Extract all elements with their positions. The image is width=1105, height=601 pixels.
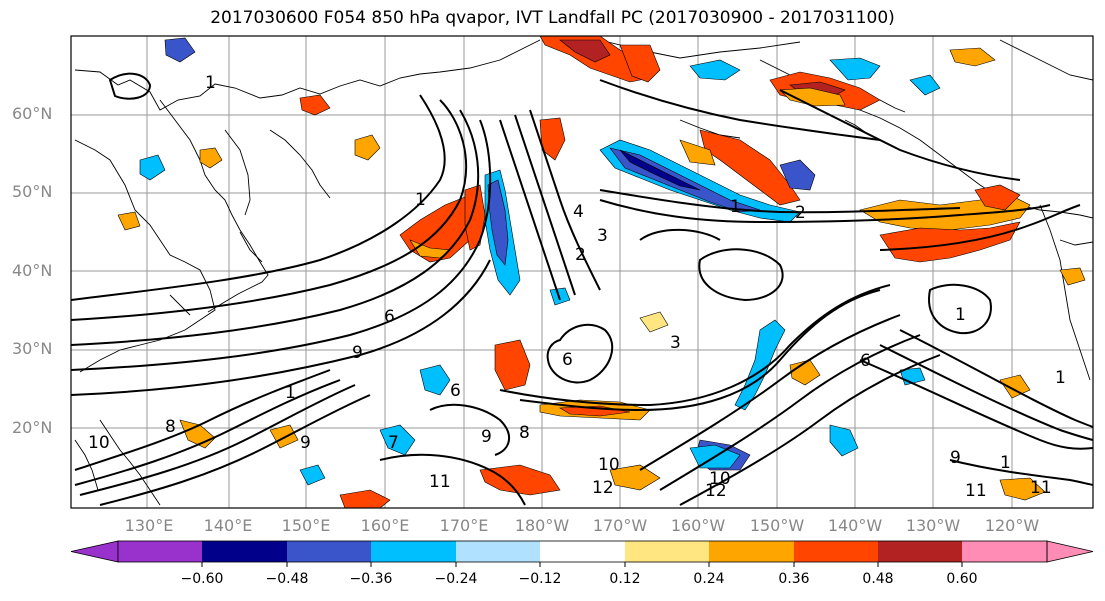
colorbar-arrow-high [1046,540,1094,563]
colorbar-segment [962,541,1047,562]
contour-label: 12 [592,478,614,498]
colorbar-tick: −0.12 [518,571,562,587]
contour-label: 1 [1055,368,1066,388]
contour-label: 9 [950,448,961,468]
contour-label: 6 [450,381,461,401]
contour-label: 1 [730,197,741,217]
contour-label: 1 [415,190,426,210]
colorbar-tick: −0.60 [180,571,224,587]
contour-label: 3 [670,333,681,353]
colorbar-outline [117,540,1048,563]
lon-label-140e: 140°E [203,516,253,535]
contour-label: 3 [597,226,608,246]
lat-label-40n: 40°N [12,261,53,280]
contour-label: 11 [965,481,987,501]
colorbar-segment [878,541,962,562]
colorbar-segment [794,541,878,562]
lon-label-170w: 170°W [592,516,648,535]
contour-label: 2 [575,245,586,265]
contour-label: 12 [705,481,727,501]
colorbar-tick: −0.24 [434,571,478,587]
contour-label: 10 [709,469,731,489]
lon-label-150w: 150°W [749,516,805,535]
graticule [71,36,1093,508]
lon-label-120w: 120°W [984,516,1040,535]
colorbar-segment [709,541,794,562]
contour-label: 10 [88,433,110,453]
ivt-contours [71,72,1093,506]
lat-label-50n: 50°N [12,182,53,201]
contour-label: 9 [352,343,363,363]
lon-label-180w: 180°W [514,516,570,535]
colorbar-tick: 0.60 [946,571,978,587]
contour-label: 9 [481,427,492,447]
colorbar-segment [456,541,540,562]
colorbar-segment [540,541,625,562]
contour-label: 9 [300,433,311,453]
colorbar-tick: 0.24 [693,571,725,587]
contour-label: 6 [384,307,395,327]
colorbar-segment [202,541,287,562]
colorbar-segment [371,541,456,562]
contour-label: 8 [519,423,530,443]
map-title: 2017030600 F054 850 hPa qvapor, IVT Land… [210,8,895,28]
map-frame [70,35,1094,509]
contour-label: 11 [1030,478,1052,498]
lon-label-170e: 170°E [439,516,489,535]
map-area [71,36,1093,508]
contour-label: 10 [598,455,620,475]
contour-label: 6 [860,351,871,371]
colorbar-tick: −0.36 [349,571,393,587]
contour-label: 2 [795,203,806,223]
anomaly-shading [117,36,1086,508]
lon-label-160w: 160°W [670,516,726,535]
colorbar-segment [625,541,709,562]
lon-label-130e: 130°E [124,516,174,535]
colorbar-segment [287,541,371,562]
contour-label: 4 [573,202,584,222]
contour-label: 1 [285,383,296,403]
contour-label: 1 [955,305,966,325]
lat-label-20n: 20°N [12,418,53,437]
contour-label: 7 [388,433,399,453]
colorbar [70,540,1094,567]
colorbar-tick: 0.12 [609,571,641,587]
lon-label-160e: 160°E [360,516,410,535]
colorbar-tick: −0.48 [265,571,309,587]
lon-label-130w: 130°W [905,516,961,535]
colorbar-segment [118,541,202,562]
lat-label-30n: 30°N [12,339,53,358]
colorbar-tick: 0.36 [778,571,810,587]
colorbar-tick: 0.48 [862,571,894,587]
contour-label: 11 [429,472,451,492]
contour-label: 1 [205,73,216,93]
colorbar-arrow-low [70,540,119,563]
contour-label: 8 [165,417,176,437]
contour-label: 6 [562,350,573,370]
lon-label-150e: 150°E [281,516,331,535]
lat-label-60n: 60°N [12,104,53,123]
contour-label: 1 [1000,453,1011,473]
lon-label-140w: 140°W [827,516,883,535]
